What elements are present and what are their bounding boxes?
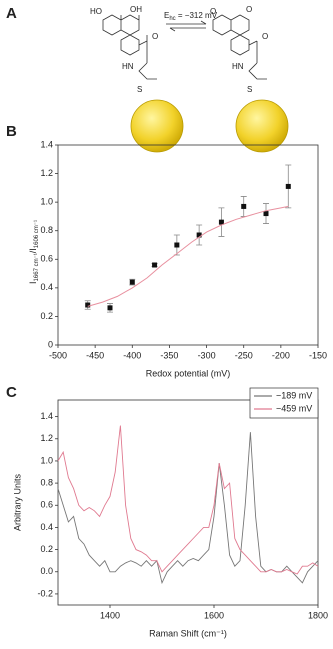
atom-label: O: [262, 32, 268, 41]
data-line: [57, 425, 319, 575]
y-tick-label: 0.4: [40, 522, 53, 532]
atom-label: O: [210, 7, 216, 16]
atom-label: O: [152, 32, 158, 41]
y-tick-label: 1.0: [40, 455, 53, 465]
data-point: [196, 232, 202, 238]
panel-label: B: [6, 123, 17, 140]
y-tick-label: 1.2: [40, 433, 53, 443]
data-point: [241, 203, 247, 209]
molecule-left: [102, 14, 184, 153]
plot-frame: [57, 399, 319, 606]
data-point: [263, 211, 269, 217]
x-tick-label: -250: [235, 350, 253, 360]
x-tick-label: 1400: [100, 610, 120, 620]
y-tick-label: 0.8: [40, 477, 53, 487]
data-line: [57, 432, 319, 585]
x-tick-label: -350: [160, 350, 178, 360]
atom-label: HO: [90, 7, 102, 16]
y-tick-label: 1.0: [40, 197, 53, 207]
x-tick-label: -200: [272, 350, 290, 360]
x-tick-label: -500: [49, 350, 67, 360]
y-tick-label: 1.4: [40, 139, 53, 149]
atom-label: S: [247, 85, 252, 94]
y-axis-label: Arbitrary Units: [12, 473, 22, 531]
data-line: [87, 205, 289, 307]
data-point: [129, 279, 135, 285]
x-tick-label: -400: [123, 350, 141, 360]
plot-frame: [57, 144, 319, 346]
atom-label: HN: [232, 62, 244, 71]
y-axis-label: I1667 cm⁻¹/I1606 cm⁻¹: [28, 220, 39, 284]
data-point: [85, 302, 91, 308]
data-point: [107, 305, 113, 311]
x-tick-label: -450: [86, 350, 104, 360]
y-tick-label: 1.4: [40, 411, 53, 421]
label-part: /I: [28, 248, 38, 253]
atom-label: OH: [130, 5, 142, 14]
atom-label: O: [246, 5, 252, 14]
label-part: E: [164, 11, 169, 20]
x-tick-label: -150: [309, 350, 327, 360]
legend-label: −459 mV: [276, 403, 312, 413]
panel-label: A: [6, 5, 17, 22]
data-point: [152, 262, 158, 268]
legend-label: −189 mV: [276, 390, 312, 400]
x-axis-label: Raman Shift (cm⁻¹): [149, 628, 227, 638]
atom-label: S: [137, 85, 142, 94]
label-sub: hc: [169, 16, 175, 22]
label-part: = −312 mV: [176, 11, 218, 20]
y-tick-label: 0.4: [40, 282, 53, 292]
panel-label: C: [6, 384, 17, 401]
y-tick-label: 0.6: [40, 254, 53, 264]
atom-label: HN: [122, 62, 134, 71]
data-point: [174, 242, 180, 248]
x-tick-label: 1600: [204, 610, 224, 620]
label-sub: 1667 cm⁻¹: [34, 253, 40, 281]
x-tick-label: -300: [198, 350, 216, 360]
y-tick-label: 1.2: [40, 168, 53, 178]
label-sub: 1606 cm⁻¹: [34, 220, 40, 248]
x-tick-label: 1800: [308, 610, 328, 620]
y-tick-label: 0.6: [40, 500, 53, 510]
y-tick-label: 0.8: [40, 225, 53, 235]
y-tick-label: 0.2: [40, 544, 53, 554]
label-part: I: [28, 281, 38, 284]
arrow-label: Ehc = −312 mV: [164, 11, 218, 21]
y-tick-label: 0.2: [40, 311, 53, 321]
molecule-right: [166, 14, 289, 153]
data-point: [285, 183, 291, 189]
x-axis-label: Redox potential (mV): [146, 368, 231, 378]
y-tick-label: 0.0: [40, 566, 53, 576]
y-tick-label: 0: [48, 339, 53, 349]
legend-box: [249, 387, 319, 419]
y-tick-label: -0.2: [37, 588, 53, 598]
data-point: [218, 219, 224, 225]
